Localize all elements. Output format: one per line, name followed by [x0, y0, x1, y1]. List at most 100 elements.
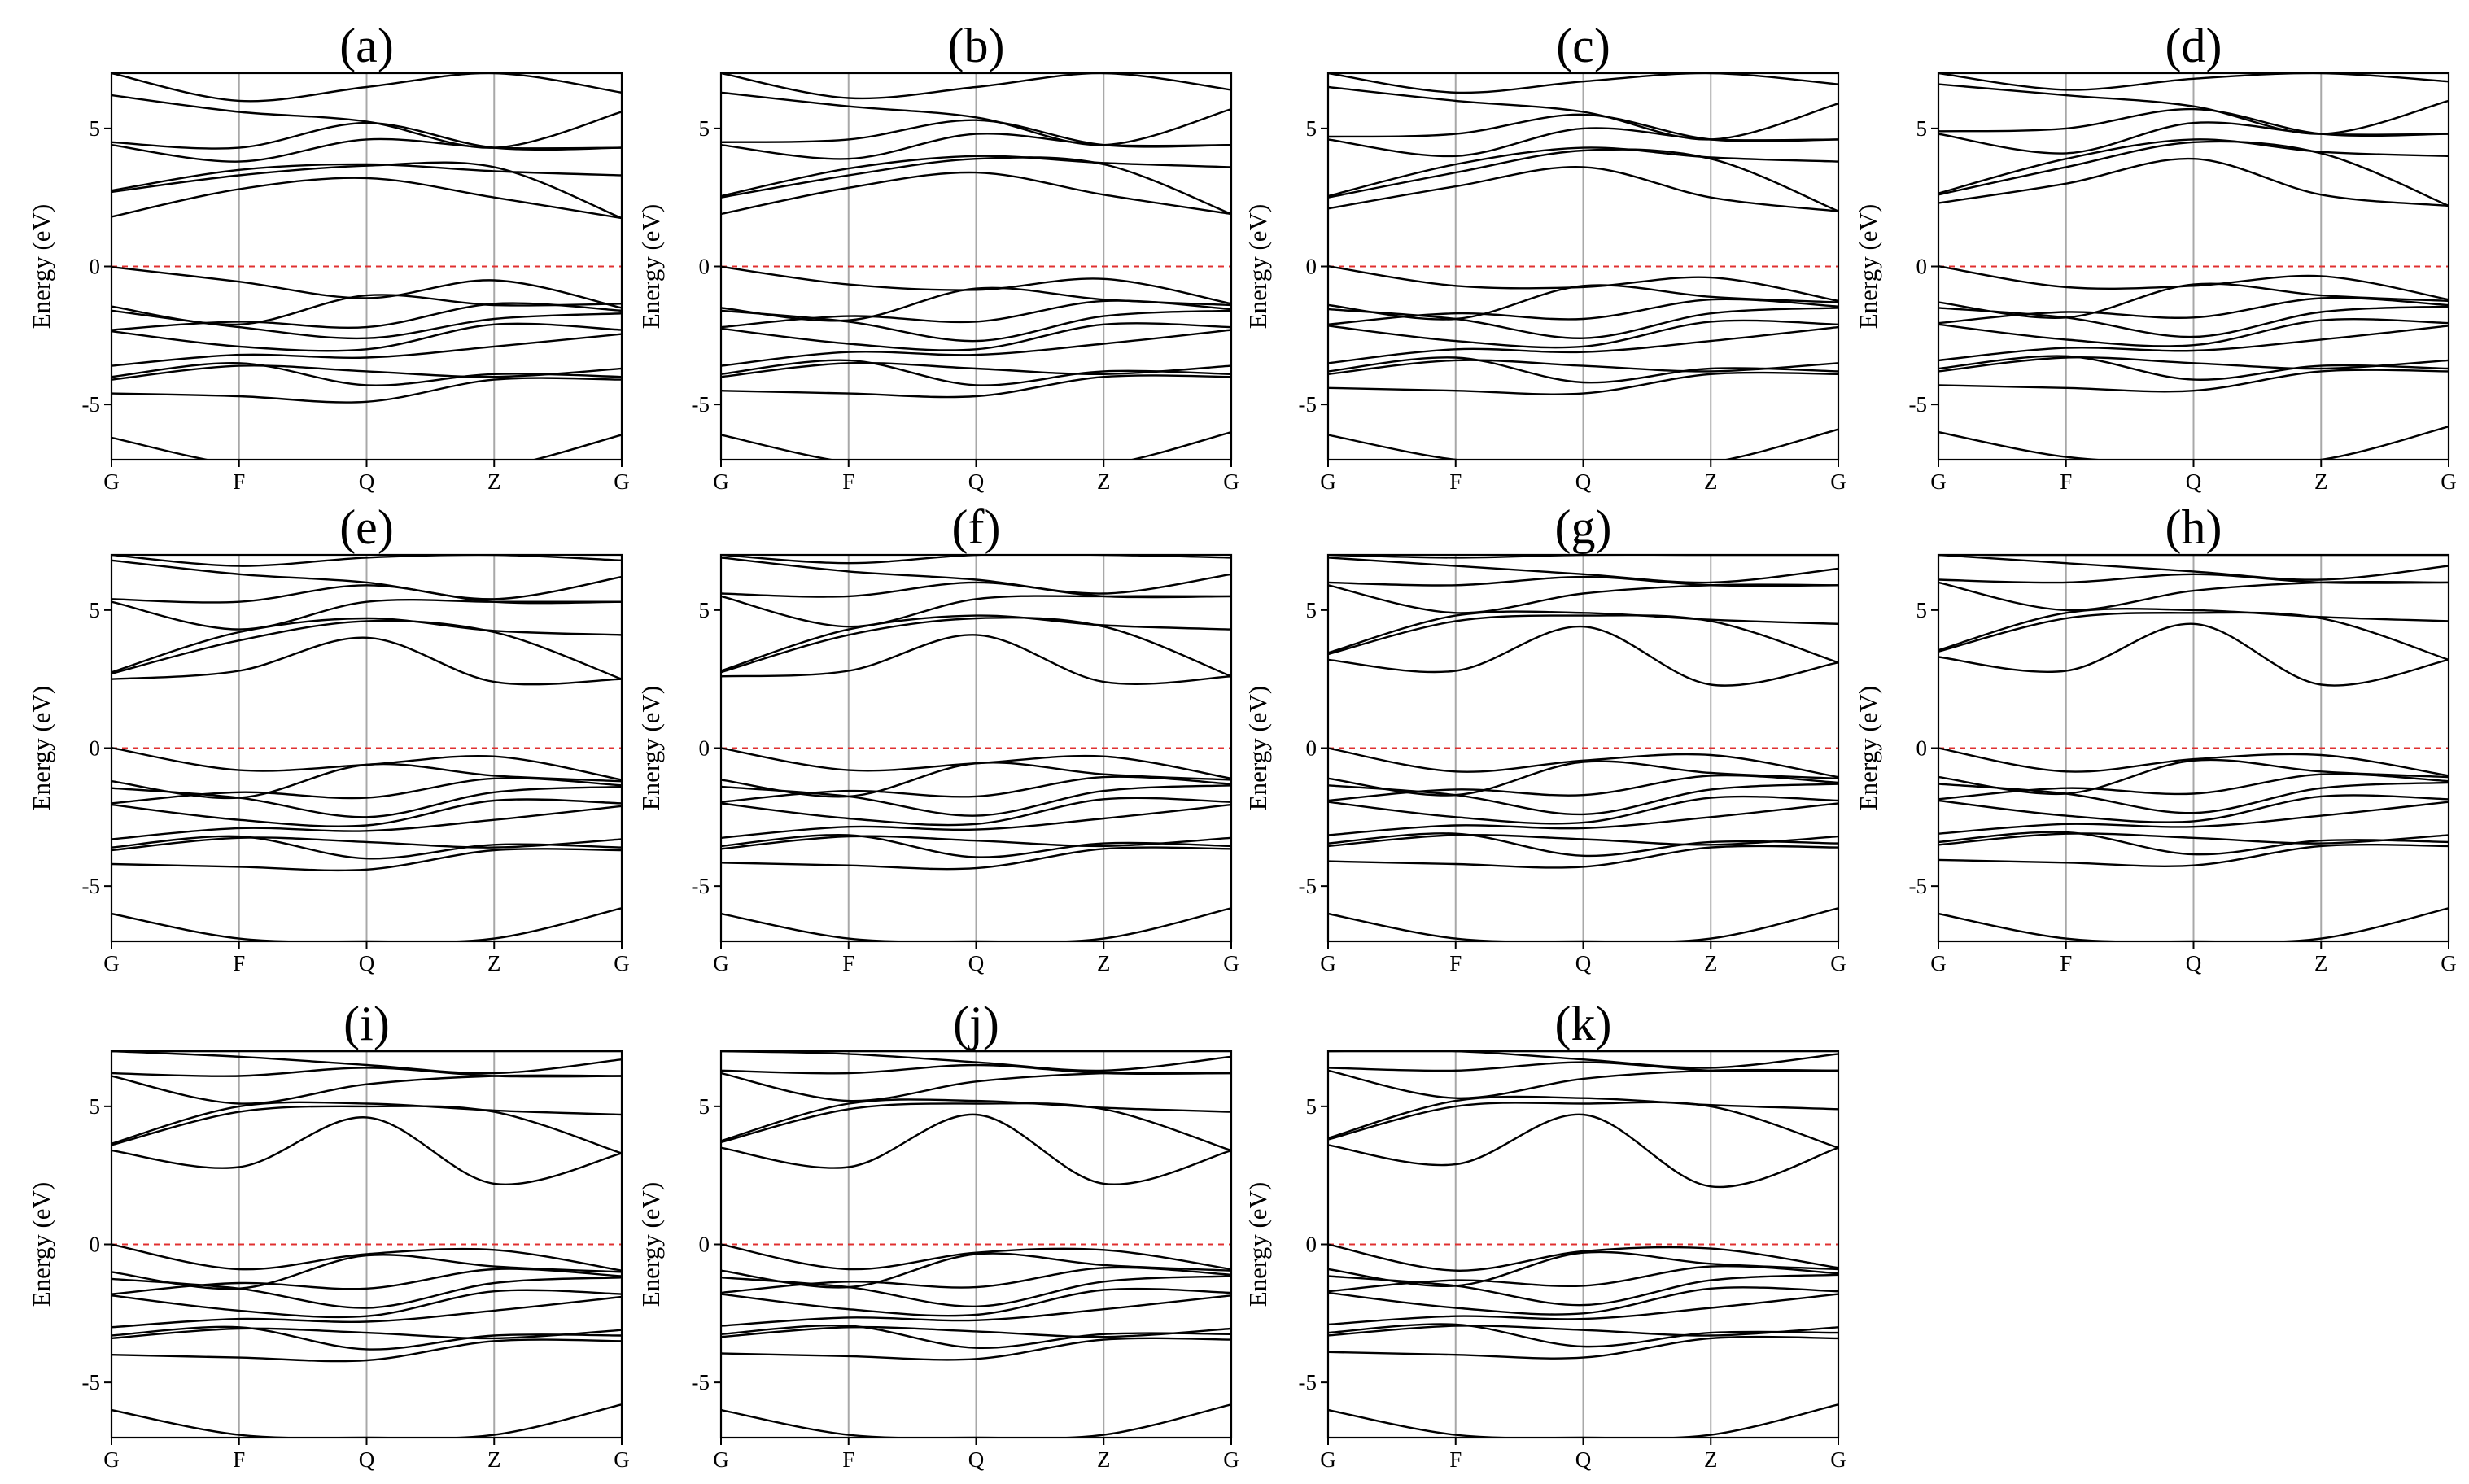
panel-title: (c) [1556, 19, 1610, 72]
valence-band-9 [721, 846, 1231, 871]
y-tick-label: 5 [1916, 598, 1928, 622]
valence-band-5 [721, 797, 1231, 827]
conduction-band-7 [1328, 73, 1838, 94]
y-tick-label: -5 [1299, 874, 1318, 898]
conduction-band-4 [721, 595, 1231, 628]
conduction-band-5 [721, 1063, 1231, 1076]
y-tick-label: -5 [82, 392, 101, 417]
conduction-band-2 [111, 161, 622, 220]
valence-band-9 [1938, 843, 2449, 867]
conduction-band-3 [111, 1101, 622, 1145]
y-axis-label: Energy (eV) [27, 1182, 55, 1307]
conduction-band-1 [721, 634, 1231, 685]
kpoint-label: G [2441, 469, 2457, 494]
conduction-band-3 [1938, 607, 2449, 652]
kpoint-label: Z [2314, 951, 2328, 976]
y-axis-label: Energy (eV) [1243, 686, 1272, 811]
conduction-band-1 [1328, 1113, 1838, 1189]
kpoint-label: G [1830, 1447, 1846, 1472]
valence-band-3 [1938, 305, 2449, 338]
valence-band-3 [111, 1277, 622, 1309]
kpoint-label: Q [968, 469, 985, 494]
kpoint-label: Z [487, 1447, 501, 1472]
kpoint-label: Q [1575, 469, 1592, 494]
y-tick-label: 5 [1306, 598, 1318, 622]
conduction-band-1 [1328, 166, 1838, 212]
conduction-band-5 [1938, 573, 2449, 584]
kpoint-label: G [1223, 1447, 1239, 1472]
conduction-band-5 [111, 121, 622, 151]
kpoint-label: G [1320, 951, 1336, 976]
panel-a: -5 0 5 G F Q Z G Energy (eV) (a) [27, 19, 630, 494]
conduction-band-1 [1938, 622, 2449, 687]
valence-band-8 [111, 1327, 622, 1340]
valence-band-4 [111, 777, 622, 805]
kpoint-label: G [1930, 951, 1947, 976]
valence-band-3 [111, 309, 622, 340]
kpoint-label: Q [359, 469, 375, 494]
valence-band-9 [111, 1338, 622, 1363]
conduction-band-6 [1938, 555, 2449, 581]
conduction-band-6 [721, 556, 1231, 595]
conduction-band-7 [1328, 555, 1838, 559]
bands [721, 1051, 1231, 1438]
valence-band-6 [721, 1294, 1231, 1327]
valence-band-6 [1328, 1293, 1838, 1326]
y-tick-label: 0 [90, 736, 101, 761]
bands [721, 73, 1231, 460]
kpoint-label: Z [1704, 1447, 1718, 1472]
valence-band-10 [1938, 426, 2449, 460]
bands [1328, 1051, 1838, 1438]
conduction-band-6 [111, 1051, 622, 1075]
y-tick-label: 0 [90, 255, 101, 279]
conduction-band-4 [111, 137, 622, 163]
conduction-band-2 [1328, 148, 1838, 212]
panel-title: (d) [2165, 19, 2222, 72]
valence-band-1 [1938, 265, 2449, 301]
valence-band-8 [1328, 1325, 1838, 1337]
bands [1328, 555, 1838, 941]
valence-band-4 [111, 1268, 622, 1295]
panel-d: -5 0 5 G F Q Z G Energy (eV) (d) [1854, 19, 2457, 494]
kpoint-label: Z [1704, 951, 1718, 976]
conduction-band-6 [1328, 556, 1838, 584]
conduction-band-1 [111, 636, 622, 686]
valence-band-8 [111, 364, 622, 381]
valence-band-6 [1328, 802, 1838, 836]
y-tick-label: 0 [699, 736, 710, 761]
valence-band-10 [1938, 907, 2449, 941]
valence-band-9 [111, 377, 622, 404]
conduction-band-5 [1328, 113, 1838, 142]
valence-band-1 [1328, 1243, 1838, 1272]
kpoint-label: Q [968, 951, 985, 976]
kpoint-label: G [614, 1447, 630, 1472]
kpoint-label: F [233, 469, 245, 494]
valence-band-3 [1328, 307, 1838, 339]
kpoint-label: Z [1097, 951, 1111, 976]
conduction-band-5 [1938, 107, 2449, 137]
y-tick-label: 0 [90, 1233, 101, 1257]
valence-band-8 [1938, 356, 2449, 373]
valence-band-6 [721, 329, 1231, 367]
valence-band-5 [721, 322, 1231, 351]
panel-title: (g) [1555, 500, 1612, 554]
conduction-band-3 [111, 163, 622, 192]
valence-band-1 [721, 265, 1231, 305]
panel-title: (b) [948, 19, 1005, 72]
valence-band-1 [1328, 265, 1838, 303]
conduction-band-3 [721, 1098, 1231, 1142]
y-axis-label: Energy (eV) [636, 686, 665, 811]
kpoint-label: G [103, 469, 120, 494]
bands [1328, 73, 1838, 460]
conduction-band-3 [721, 155, 1231, 198]
conduction-band-4 [111, 598, 622, 631]
conduction-band-5 [111, 584, 622, 605]
conduction-band-7 [111, 555, 622, 567]
kpoint-label: G [713, 951, 729, 976]
valence-band-5 [1938, 318, 2449, 347]
valence-band-5 [721, 1287, 1231, 1317]
conduction-band-4 [1328, 1068, 1838, 1099]
valence-band-9 [1328, 371, 1838, 395]
valence-band-4 [111, 302, 622, 331]
conduction-band-7 [111, 73, 622, 103]
